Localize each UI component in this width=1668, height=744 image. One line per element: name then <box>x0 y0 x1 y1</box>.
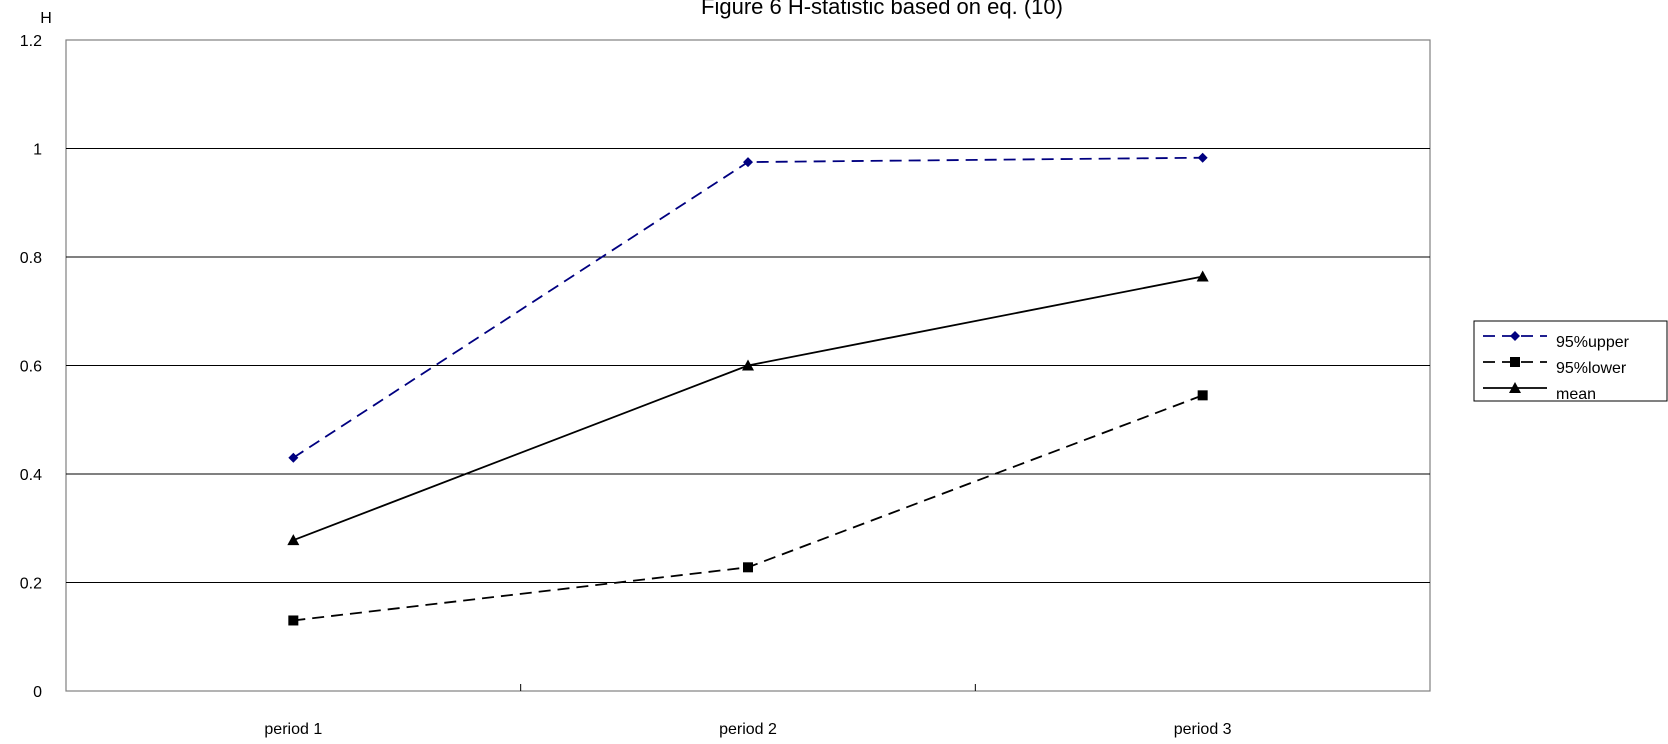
y-tick-label: 0.6 <box>20 359 42 376</box>
series-line-1 <box>293 394 1203 622</box>
y-tick-label: 1 <box>33 142 42 159</box>
y-tick-label: 0.2 <box>20 576 42 593</box>
data-point <box>288 452 299 463</box>
y-tick-label: 0.8 <box>20 250 42 267</box>
legend-label: mean <box>1556 386 1596 403</box>
x-tick-label: period 1 <box>264 721 322 738</box>
series-lines <box>287 152 1209 626</box>
x-tick-label: period 2 <box>719 721 777 738</box>
data-point <box>287 534 300 546</box>
legend-marker <box>1510 357 1520 367</box>
data-point <box>743 562 753 573</box>
series-line-2 <box>293 275 1203 542</box>
legend-label: 95%lower <box>1556 360 1627 377</box>
grid-lines <box>66 148 1430 691</box>
data-point <box>742 359 754 371</box>
data-point <box>1197 390 1208 401</box>
data-point <box>743 157 753 168</box>
y-tick-labels: 0 0.2 0.4 0.6 0.8 1 1.2 <box>20 33 42 701</box>
legend-label: 95%upper <box>1556 334 1630 351</box>
y-tick-label: 0 <box>33 684 42 701</box>
x-tick-labels: period 1 period 2 period 3 <box>264 721 1231 738</box>
legend: 95%upper 95%lower mean <box>1473 320 1668 403</box>
legend-marker <box>1509 382 1521 393</box>
series-line-0 <box>292 156 1203 459</box>
y-axis-label: H <box>40 10 52 27</box>
legend-marker <box>1510 331 1520 341</box>
y-tick-label: 1.2 <box>20 33 42 50</box>
y-tick-label: 0.4 <box>20 467 42 484</box>
x-tick-label: period 3 <box>1174 721 1232 738</box>
chart-title: Figure 6 H-statistic based on eq. (10) <box>701 0 1063 19</box>
data-point <box>1197 152 1208 163</box>
data-point <box>1196 270 1209 282</box>
data-point <box>288 615 299 626</box>
